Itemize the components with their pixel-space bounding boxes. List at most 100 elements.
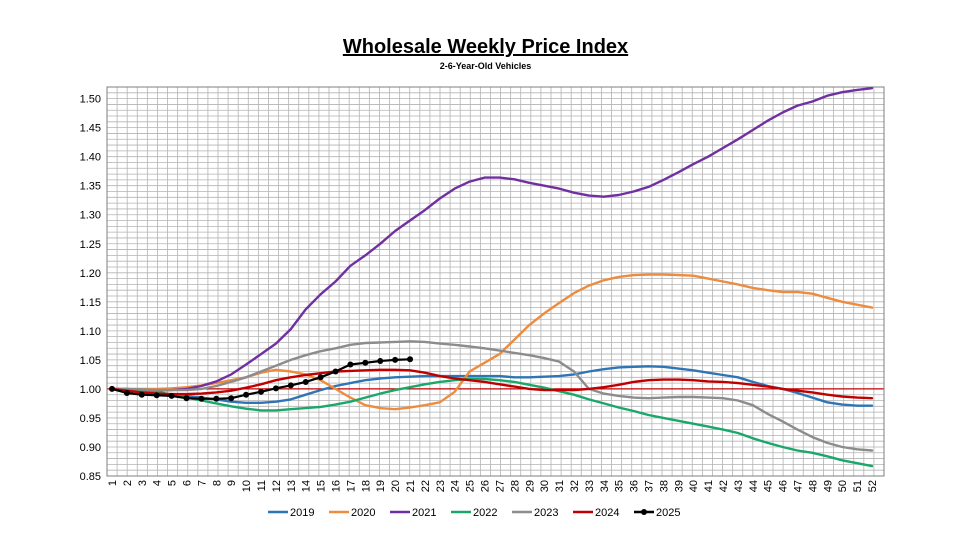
series-2025 <box>109 356 414 402</box>
x-tick-label: 44 <box>748 480 760 492</box>
x-tick-label: 34 <box>599 480 611 492</box>
x-tick-label: 19 <box>375 480 387 492</box>
y-tick-label: 1.30 <box>80 210 101 222</box>
x-tick-label: 11 <box>256 480 268 491</box>
data-point-2025 <box>362 359 369 366</box>
legend: 2019 2020 2021 2022 2023 2024 2025 <box>268 507 680 519</box>
legend-label-2019: 2019 <box>290 507 314 519</box>
data-point-2025 <box>183 395 190 402</box>
x-tick-label: 46 <box>778 480 790 492</box>
x-tick-label: 24 <box>450 480 462 492</box>
x-tick-label: 48 <box>807 480 819 492</box>
series-line-2023 <box>110 340 874 452</box>
x-tick-label: 36 <box>629 480 641 492</box>
x-tick-label: 28 <box>509 480 521 492</box>
x-tick-label: 40 <box>688 480 700 492</box>
legend-item-2019: 2019 <box>268 507 314 519</box>
y-tick-label: 1.20 <box>80 268 101 280</box>
y-tick-label: 1.45 <box>80 123 101 135</box>
x-tick-label: 52 <box>867 480 879 492</box>
x-tick-label: 29 <box>524 480 536 492</box>
data-point-2025 <box>228 395 235 402</box>
legend-label-2022: 2022 <box>473 507 497 519</box>
y-tick-label: 1.40 <box>80 152 101 164</box>
x-tick-label: 18 <box>360 480 372 492</box>
data-point-2025 <box>347 361 354 368</box>
x-tick-label: 32 <box>569 480 581 492</box>
x-tick-label: 27 <box>494 480 506 492</box>
x-tick-label: 35 <box>614 480 626 492</box>
x-tick-label: 43 <box>733 480 745 492</box>
x-tick-label: 39 <box>673 480 685 492</box>
x-tick-label: 15 <box>316 480 328 492</box>
y-tick-label: 0.85 <box>80 471 101 483</box>
data-point-2025 <box>392 356 399 363</box>
y-tick-label: 1.15 <box>80 297 101 309</box>
data-point-2025 <box>407 356 414 363</box>
x-tick-label: 21 <box>405 480 417 492</box>
data-point-2025 <box>213 395 220 402</box>
x-tick-label: 1 <box>107 480 119 486</box>
y-tick-label: 1.05 <box>80 355 101 367</box>
y-tick-label: 1.25 <box>80 239 101 251</box>
data-point-2025 <box>243 391 250 398</box>
series-line-2022 <box>110 377 874 468</box>
y-tick-label: 0.95 <box>80 413 101 425</box>
x-tick-label: 10 <box>241 480 253 492</box>
data-point-2025 <box>138 391 145 398</box>
x-tick-label: 12 <box>271 480 283 492</box>
x-tick-label: 50 <box>837 480 849 492</box>
legend-label-2023: 2023 <box>534 507 558 519</box>
data-point-2025 <box>272 385 279 392</box>
x-tick-label: 33 <box>584 480 596 492</box>
x-tick-label: 16 <box>331 480 343 492</box>
x-tick-label: 22 <box>420 480 432 492</box>
x-tick-label: 45 <box>763 480 775 492</box>
chart-title: Wholesale Weekly Price Index <box>342 36 629 58</box>
data-point-2025 <box>198 395 205 402</box>
x-tick-label: 17 <box>345 480 357 492</box>
y-tick-label: 1.10 <box>80 326 101 338</box>
x-tick-label: 6 <box>182 480 194 486</box>
x-tick-label: 26 <box>480 480 492 492</box>
x-axis-ticks: 1 2 3 4 5 6 7 8 9 10 11 12 13 14 15 16 17 18 19 20 21 22 23 24 2… <box>107 480 879 492</box>
data-point-2025 <box>123 389 130 396</box>
x-tick-label: 51 <box>852 480 864 492</box>
data-point-2025 <box>287 382 294 389</box>
legend-label-2024: 2024 <box>595 507 619 519</box>
x-tick-label: 13 <box>286 480 298 492</box>
series-line-2021 <box>110 86 874 392</box>
data-point-2025 <box>168 392 175 399</box>
series-lines <box>109 86 874 468</box>
x-tick-label: 4 <box>152 480 164 486</box>
data-point-2025 <box>377 358 384 365</box>
series-line-2024 <box>110 368 874 400</box>
y-tick-label: 1.00 <box>80 384 101 396</box>
series-2023 <box>110 340 874 452</box>
legend-item-2025: 2025 <box>634 507 680 519</box>
data-point-2025 <box>332 368 339 375</box>
y-tick-label: 1.50 <box>80 94 101 106</box>
legend-item-2020: 2020 <box>329 507 375 519</box>
series-2021 <box>110 86 874 392</box>
legend-item-2023: 2023 <box>512 507 558 519</box>
data-point-2025 <box>258 388 265 395</box>
data-point-2025 <box>317 374 324 381</box>
legend-marker-2025 <box>641 509 647 515</box>
x-tick-label: 8 <box>211 480 223 486</box>
chart-subtitle: 2-6-Year-Old Vehicles <box>439 61 532 71</box>
plot-border <box>106 86 885 477</box>
series-2024 <box>110 368 874 400</box>
x-tick-label: 2 <box>122 480 134 486</box>
legend-label-2021: 2021 <box>412 507 436 519</box>
grid-lines <box>106 86 885 477</box>
series-line-2019 <box>110 365 874 407</box>
x-tick-label: 41 <box>703 480 715 492</box>
x-tick-label: 5 <box>167 480 179 486</box>
legend-label-2020: 2020 <box>351 507 375 519</box>
data-point-2025 <box>302 378 309 385</box>
plot-frame <box>106 86 885 477</box>
legend-label-2025: 2025 <box>656 507 680 519</box>
x-tick-label: 25 <box>465 480 477 492</box>
